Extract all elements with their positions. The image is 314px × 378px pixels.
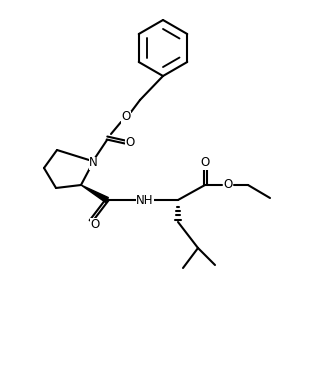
Text: O: O: [122, 110, 131, 124]
Text: N: N: [89, 156, 97, 169]
Text: O: O: [90, 217, 100, 231]
Text: NH: NH: [136, 194, 154, 206]
Text: O: O: [200, 156, 210, 169]
Polygon shape: [81, 185, 108, 203]
Text: O: O: [125, 136, 135, 150]
Text: O: O: [223, 178, 233, 192]
